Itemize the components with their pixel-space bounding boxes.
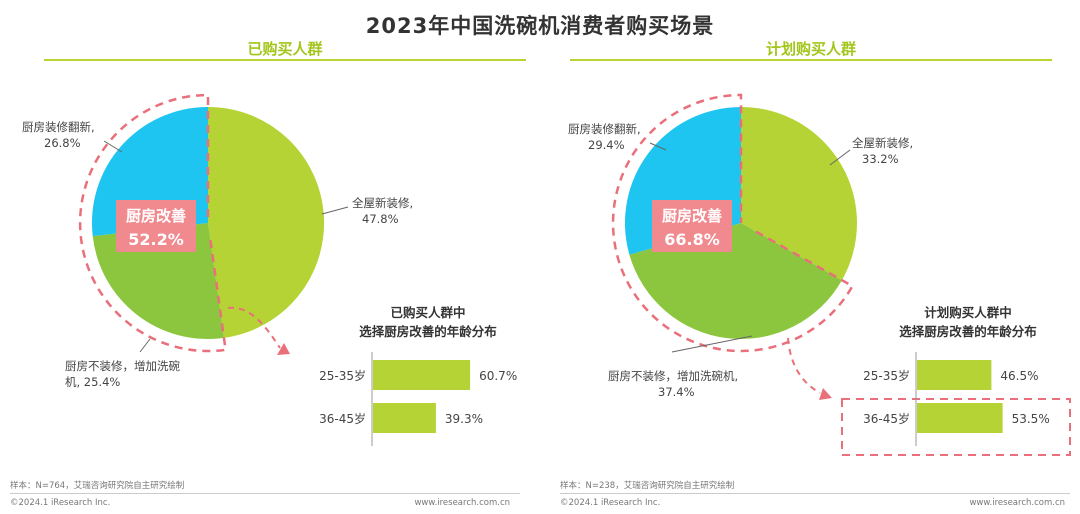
left-bar-category-label: 36-45岁 xyxy=(319,411,366,426)
left-label-full-renovation-value: 47.8% xyxy=(362,212,399,226)
left-panel-underline xyxy=(44,59,526,61)
right-bar-title-line1: 计划购买人群中 xyxy=(924,305,1012,320)
right-pointer-dashed-curve xyxy=(787,337,821,394)
left-label-no-renovation-name: 厨房不装修，增加洗碗 xyxy=(65,359,180,373)
right-pie-slice-full-renovation xyxy=(741,107,857,281)
right-leader-no-renovation xyxy=(671,335,753,353)
left-kitchen-improvement-dashed-arc xyxy=(78,93,228,353)
left-label-kitchen-renovation-value: 26.8% xyxy=(44,136,81,150)
left-bar-value-label: 39.3% xyxy=(445,412,483,426)
left-leader-full-renovation xyxy=(321,206,349,215)
right-label-full-renovation-value: 33.2% xyxy=(862,152,899,166)
right-bar-36-45岁 xyxy=(917,403,1003,433)
right-panel-underline xyxy=(570,59,1052,61)
left-panel-title: 已购买人群 xyxy=(247,40,323,58)
left-leader-no-renovation xyxy=(139,338,151,353)
right-site-url: www.iresearch.com.cn xyxy=(969,498,1065,508)
right-bar-25-35岁 xyxy=(917,360,992,390)
right-footer-divider xyxy=(560,493,1070,494)
right-label-full-renovation-name: 全屋新装修, xyxy=(852,136,913,150)
left-bar-title-line2: 选择厨房改善的年龄分布 xyxy=(359,324,497,339)
right-label-no-renovation-name: 厨房不装修，增加洗碗机, xyxy=(608,369,738,383)
left-pointer-dashed-curve xyxy=(227,306,281,349)
left-badge-label: 厨房改善 xyxy=(126,207,186,225)
left-badge-value: 52.2% xyxy=(128,230,184,249)
left-copyright: ©2024.1 iResearch Inc. xyxy=(10,498,111,508)
left-bar-25-35岁 xyxy=(373,360,471,390)
page-title: 2023年中国洗碗机消费者购买场景 xyxy=(365,14,715,38)
right-bar-category-label: 36-45岁 xyxy=(863,411,910,426)
right-panel-title: 计划购买人群 xyxy=(765,40,856,58)
right-kitchen-improvement-dashed-arc xyxy=(611,93,855,353)
left-chart: 厨房改善 52.2% 厨房装修翻新, 26.8% 全屋新装修, 47.8% 厨房… xyxy=(22,93,517,446)
left-leader-kitchen-renovation xyxy=(103,140,123,153)
left-pointer-arrow-icon xyxy=(277,343,290,355)
right-badge xyxy=(652,200,732,252)
right-copyright: ©2024.1 iResearch Inc. xyxy=(560,498,661,508)
right-bar-value-label: 46.5% xyxy=(1000,369,1038,383)
right-leader-full-renovation xyxy=(829,149,851,166)
left-label-kitchen-renovation-name: 厨房装修翻新, xyxy=(22,120,95,134)
right-label-no-renovation-value: 37.4% xyxy=(658,385,695,399)
right-label-kitchen-renovation-value: 29.4% xyxy=(588,138,625,152)
left-bar-36-45岁 xyxy=(373,403,436,433)
right-bar-category-label: 25-35岁 xyxy=(863,368,910,383)
right-highlight-dashed-box xyxy=(841,398,1071,456)
right-pointer-arrow-icon xyxy=(819,388,832,400)
right-label-kitchen-renovation-name: 厨房装修翻新, xyxy=(568,122,641,136)
right-badge-label: 厨房改善 xyxy=(662,207,722,225)
left-site-url: www.iresearch.com.cn xyxy=(414,498,510,508)
left-bars: 25-35岁 60.7% 36-45岁 39.3% xyxy=(319,360,517,433)
right-bar-title-line2: 选择厨房改善的年龄分布 xyxy=(899,324,1037,339)
right-leader-kitchen-renovation xyxy=(649,142,667,151)
left-bar-category-label: 25-35岁 xyxy=(319,368,366,383)
left-footnote: 样本：N=764，艾瑞咨询研究院自主研究绘制 xyxy=(10,481,185,491)
left-pie-slice-full-renovation xyxy=(208,106,325,338)
right-bars: 25-35岁 46.5% 36-45岁 53.5% xyxy=(863,360,1050,433)
left-bar-title-line1: 已购买人群中 xyxy=(390,305,465,320)
left-label-full-renovation-name: 全屋新装修, xyxy=(352,196,413,210)
right-footnote: 样本：N=238，艾瑞咨询研究院自主研究绘制 xyxy=(560,481,735,491)
right-badge-value: 66.8% xyxy=(664,230,720,249)
left-pie-slice-no-renovation xyxy=(92,223,224,340)
left-label-no-renovation-value: 机, 25.4% xyxy=(65,375,120,389)
right-chart: 厨房改善 66.8% 厨房装修翻新, 29.4% 全屋新装修, 33.2% 厨房… xyxy=(568,93,1071,456)
left-badge xyxy=(116,200,196,252)
left-bar-value-label: 60.7% xyxy=(479,369,517,383)
left-footer-divider xyxy=(10,493,520,494)
right-bar-value-label: 53.5% xyxy=(1012,412,1050,426)
